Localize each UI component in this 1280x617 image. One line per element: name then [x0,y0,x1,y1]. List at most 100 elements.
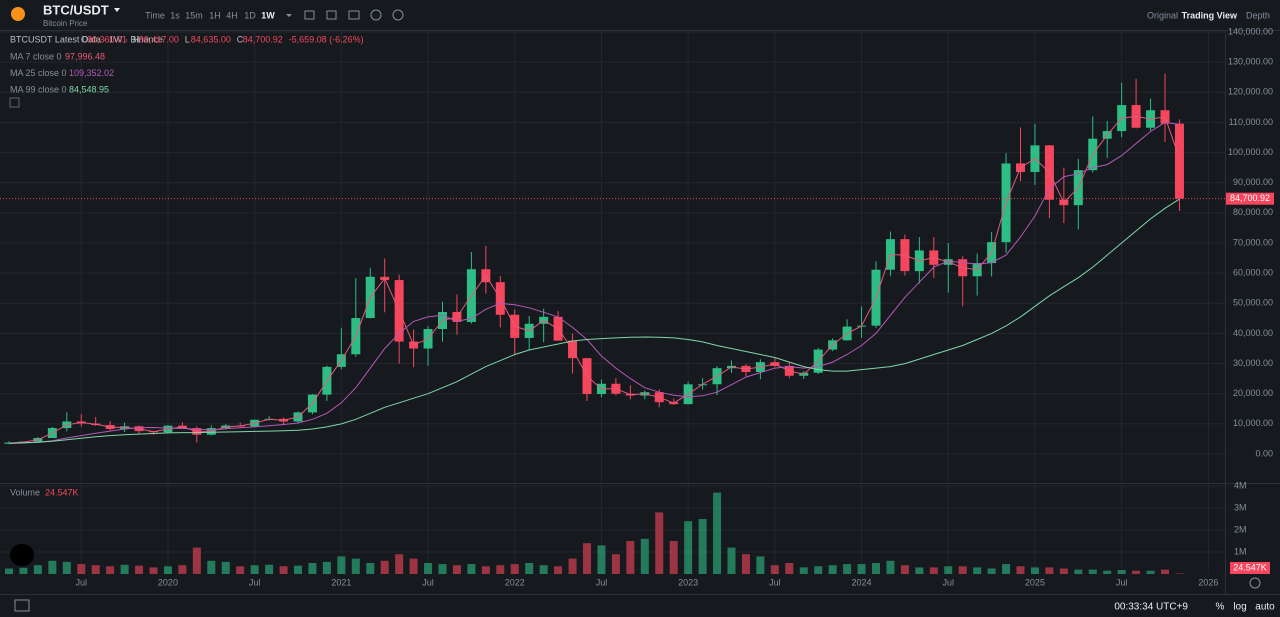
volume-bar [669,541,678,574]
view-tab[interactable]: Depth [1246,10,1270,20]
legend-collapse[interactable] [9,97,20,108]
volume-bar [597,545,606,574]
symbol[interactable]: BTC/USDT [43,2,109,17]
volume-bar [857,564,866,574]
volume-bar [843,564,852,574]
y-tick-label: 60,000.00 [1233,268,1273,278]
ma-line [8,198,1180,444]
x-tick-label: 2020 [158,577,178,587]
ohlc-label: H [133,34,140,44]
ma-legend-name: MA 99 close 0 [10,84,67,94]
y-tick-label: 120,000.00 [1228,87,1273,97]
volume-bar [872,563,880,574]
y-tick-label: 20,000.00 [1233,388,1273,398]
interval-button[interactable]: 1D [244,10,256,20]
interval-button[interactable]: 4H [226,10,238,20]
interval-button[interactable]: 15m [185,10,203,20]
ma-legend-value: 97,996.48 [65,51,105,61]
x-tick-label: Jul [422,577,434,587]
ohlc-label: C [237,34,244,44]
volume-bar [510,564,519,574]
volume-tick-label: 2M [1234,524,1247,534]
volume-bar [192,547,201,574]
volume-bar [799,567,808,574]
scale-button[interactable]: % [1216,602,1225,613]
ohlc-value: 84,700.92 [243,34,283,44]
y-tick-label: 40,000.00 [1233,328,1273,338]
ma-line [8,115,1180,444]
volume-bar [481,566,490,574]
volume-bar [207,560,216,574]
view-tab[interactable]: Original [1147,10,1178,20]
volume-bar [48,560,57,574]
volume-bar [221,561,230,574]
ma-legend-name: MA 25 close 0 [10,68,67,78]
date-range-icon[interactable] [14,599,30,612]
indicator-icon[interactable] [304,10,315,20]
volume-bar [308,563,317,574]
axis-settings[interactable] [1249,577,1261,589]
volume-bar [1161,569,1169,574]
volume-bar [1103,570,1112,574]
clock: 00:33:34 UTC+9 [1114,602,1188,613]
interval-button[interactable]: Time [145,10,165,20]
y-tick-label: 70,000.00 [1233,237,1273,247]
interval-button[interactable]: 1W [261,10,275,20]
volume-bar [900,565,909,574]
volume-bar [958,566,967,574]
legend-title: BTCUSDT Latest Data · 1W · Binance [10,34,163,44]
volume-bar [814,566,823,574]
volume-bar [62,561,71,574]
interval-button[interactable]: 1H [209,10,221,20]
volume-bar [236,566,245,574]
volume-bar [698,519,707,574]
ohlc-value: 90,417.00 [139,34,179,44]
volume-bar [135,565,144,574]
volume-bar [1030,567,1039,574]
interval-button[interactable]: 1s [170,10,180,20]
change-value: -5,659.08 (-6.26%) [289,34,364,44]
volume-bar [149,567,158,574]
scale-button[interactable]: log [1233,602,1246,613]
volume-bar [452,565,461,574]
volume-bar [424,563,433,574]
volume-bar [1132,570,1141,574]
y-tick-label: 110,000.00 [1229,117,1273,127]
ma-legend-name: MA 7 close 0 [10,51,62,61]
view-tab[interactable]: Trading View [1182,10,1238,20]
symbol-dropdown[interactable] [114,8,120,12]
volume-bar [944,566,953,574]
volume-tick-label: 3M [1234,502,1247,512]
y-tick-label: 80,000.00 [1233,207,1273,217]
volume-bar [163,566,172,574]
ohlc-label: L [185,34,190,44]
interval-dropdown[interactable] [286,14,292,17]
volume-bar [77,564,86,574]
ma-line [8,121,1180,444]
volume-tick-label: 1M [1234,546,1247,556]
y-tick-label: 100,000.00 [1228,147,1273,157]
ma-legend-value: 109,352.02 [69,68,114,78]
x-tick-label: 2023 [678,577,698,587]
volume-bar [1016,566,1025,574]
ohlc-value: 84,635.00 [191,34,231,44]
volume-tick-label: 4M [1234,480,1247,490]
add-icon[interactable] [370,9,382,21]
x-tick-label: 2021 [331,577,351,587]
volume-bar [915,567,924,574]
volume-bar [525,563,534,574]
volume-bar [539,565,548,574]
candle-icon[interactable] [326,10,337,20]
volume-bar [1002,564,1011,574]
snapshot-icon[interactable] [348,10,360,20]
volume-bar [684,521,693,574]
last-volume-badge [1230,562,1270,574]
volume-bar [265,564,274,574]
scale-button[interactable]: auto [1255,602,1275,613]
settings-icon[interactable] [392,9,404,21]
volume-bar [568,558,577,574]
x-tick-label: Jul [769,577,781,587]
volume-bar [886,560,895,574]
candle-body [1174,123,1184,199]
